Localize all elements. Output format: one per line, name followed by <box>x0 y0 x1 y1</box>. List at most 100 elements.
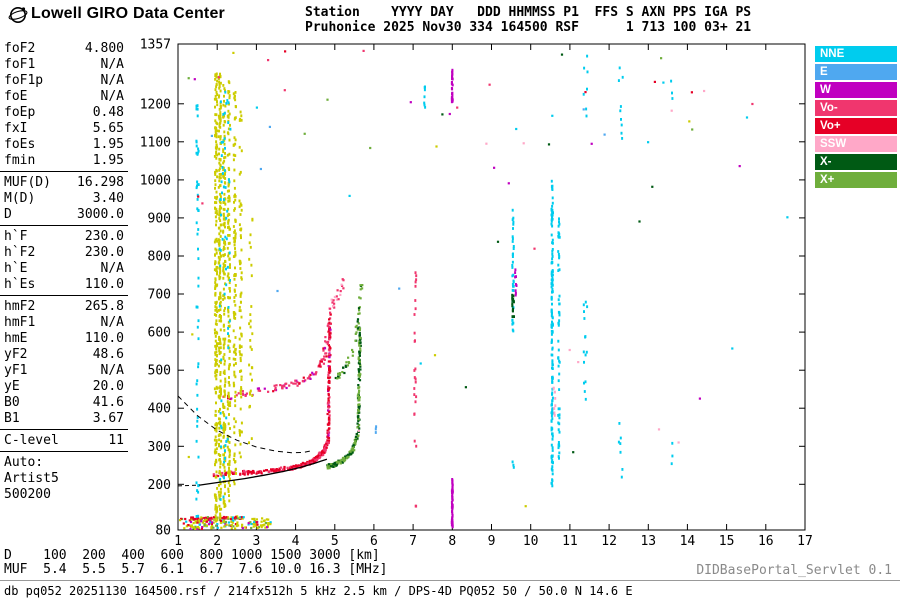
param-label: B0 <box>4 395 20 410</box>
param-value: 1.95 <box>92 137 124 152</box>
svg-text:400: 400 <box>148 402 171 417</box>
param-row-md: M(D) 3.40 <box>0 191 128 207</box>
param-label: hmF2 <box>4 299 36 314</box>
svg-text:3: 3 <box>252 534 260 549</box>
param-label: h`F <box>4 229 28 244</box>
svg-text:700: 700 <box>148 288 171 303</box>
svg-text:80: 80 <box>155 524 171 539</box>
param-row-clevel: C-level 11 <box>0 433 128 449</box>
param-label: B1 <box>4 411 20 426</box>
param-label: h`F2 <box>4 245 36 260</box>
legend-item-nne: NNE <box>815 46 897 62</box>
parameter-panel: foF2 4.800 foF1 N/A foF1p N/A foE N/A foEp 0.48 fx… <box>0 41 128 503</box>
param-row-yf2: yF2 48.6 <box>0 347 128 363</box>
param-label: 500200 <box>4 487 51 502</box>
param-value: 3000.0 <box>77 207 124 222</box>
param-label: foF1p <box>4 73 44 88</box>
param-row-hmf1: hmF1 N/A <box>0 315 128 331</box>
legend-item-w: W <box>815 82 897 98</box>
legend: NNE E W Vo- Vo+ SSW X- X+ <box>815 46 897 190</box>
param-row-he: h`E N/A <box>0 261 128 277</box>
svg-text:9: 9 <box>488 534 496 549</box>
svg-text:600: 600 <box>148 326 171 341</box>
param-value: 16.298 <box>77 175 124 190</box>
param-row-fof1: foF1 N/A <box>0 57 128 73</box>
svg-text:1200: 1200 <box>140 97 171 112</box>
param-label: Auto: <box>4 455 44 470</box>
ionogram-echoes <box>179 49 789 530</box>
station-header: Station YYYY DAY DDD HHMMSS P1 FFS S AXN… <box>305 5 752 35</box>
param-row-artist5: Artist5 <box>0 471 128 487</box>
svg-text:12: 12 <box>601 534 617 549</box>
param-label: hmE <box>4 331 28 346</box>
servlet-watermark: DIDBasePortal_Servlet 0.1 <box>696 563 892 578</box>
param-value: 20.0 <box>92 379 124 394</box>
param-label: h`E <box>4 261 28 276</box>
plot-axes: 8020030040050060070080090010001100120013… <box>140 38 813 550</box>
param-label: hmF1 <box>4 315 36 330</box>
param-row-b1: B1 3.67 <box>0 411 128 427</box>
svg-text:900: 900 <box>148 211 171 226</box>
svg-text:13: 13 <box>640 534 656 549</box>
param-value: 5.65 <box>92 121 124 136</box>
param-value: N/A <box>100 89 124 104</box>
param-row-fmin: fmin 1.95 <box>0 153 128 169</box>
param-value: N/A <box>100 261 124 276</box>
param-row-hme: hmE 110.0 <box>0 331 128 347</box>
svg-text:15: 15 <box>719 534 735 549</box>
svg-text:200: 200 <box>148 478 171 493</box>
param-row-fof2: foF2 4.800 <box>0 41 128 57</box>
svg-text:2: 2 <box>213 534 221 549</box>
legend-item-x: X+ <box>815 172 897 188</box>
param-label: yF1 <box>4 363 28 378</box>
param-value: N/A <box>100 363 124 378</box>
param-row-mufd: MUF(D) 16.298 <box>0 175 128 191</box>
param-label: fmin <box>4 153 36 168</box>
param-value: 230.0 <box>84 245 124 260</box>
svg-text:14: 14 <box>680 534 696 549</box>
param-row-foes: foEs 1.95 <box>0 137 128 153</box>
legend-item-e: E <box>815 64 897 80</box>
param-label: Artist5 <box>4 471 59 486</box>
svg-text:11: 11 <box>562 534 578 549</box>
param-value: 41.6 <box>92 395 124 410</box>
param-row-foe: foE N/A <box>0 89 128 105</box>
svg-text:10: 10 <box>523 534 539 549</box>
svg-text:17: 17 <box>797 534 813 549</box>
param-label: foF2 <box>4 41 36 56</box>
muf-transmission-curve <box>177 395 314 454</box>
svg-text:300: 300 <box>148 440 171 455</box>
svg-text:8: 8 <box>448 534 456 549</box>
true-height-profile <box>199 458 328 486</box>
param-label: h`Es <box>4 277 36 292</box>
param-row-fxi: fxI 5.65 <box>0 121 128 137</box>
param-label: D <box>4 207 12 222</box>
plot-frame <box>177 43 806 531</box>
param-row-hmf2: hmF2 265.8 <box>0 299 128 315</box>
param-value: 0.48 <box>92 105 124 120</box>
status-bar: db pq052 20251130 164500.rsf / 214fx512h… <box>4 584 633 598</box>
param-value: 3.67 <box>92 411 124 426</box>
dmuf-table: D 100 200 400 600 800 1000 1500 3000 [km… <box>4 548 388 577</box>
param-label: C-level <box>4 433 59 448</box>
param-value: 265.8 <box>84 299 124 314</box>
param-label: fxI <box>4 121 28 136</box>
param-divider <box>0 429 128 430</box>
param-label: MUF(D) <box>4 175 51 190</box>
param-label: M(D) <box>4 191 36 206</box>
param-value: 4.800 <box>84 41 124 56</box>
param-row-b0: B0 41.6 <box>0 395 128 411</box>
svg-text:1000: 1000 <box>140 173 171 188</box>
param-value: 110.0 <box>84 331 124 346</box>
profile-start-extrapolation <box>177 484 200 487</box>
param-value: 11 <box>108 433 124 448</box>
param-label: foE <box>4 89 28 104</box>
svg-text:7: 7 <box>409 534 417 549</box>
svg-text:6: 6 <box>370 534 378 549</box>
param-divider <box>0 295 128 296</box>
param-divider <box>0 171 128 172</box>
svg-text:4: 4 <box>292 534 300 549</box>
param-value: N/A <box>100 73 124 88</box>
legend-item-vo: Vo+ <box>815 118 897 134</box>
